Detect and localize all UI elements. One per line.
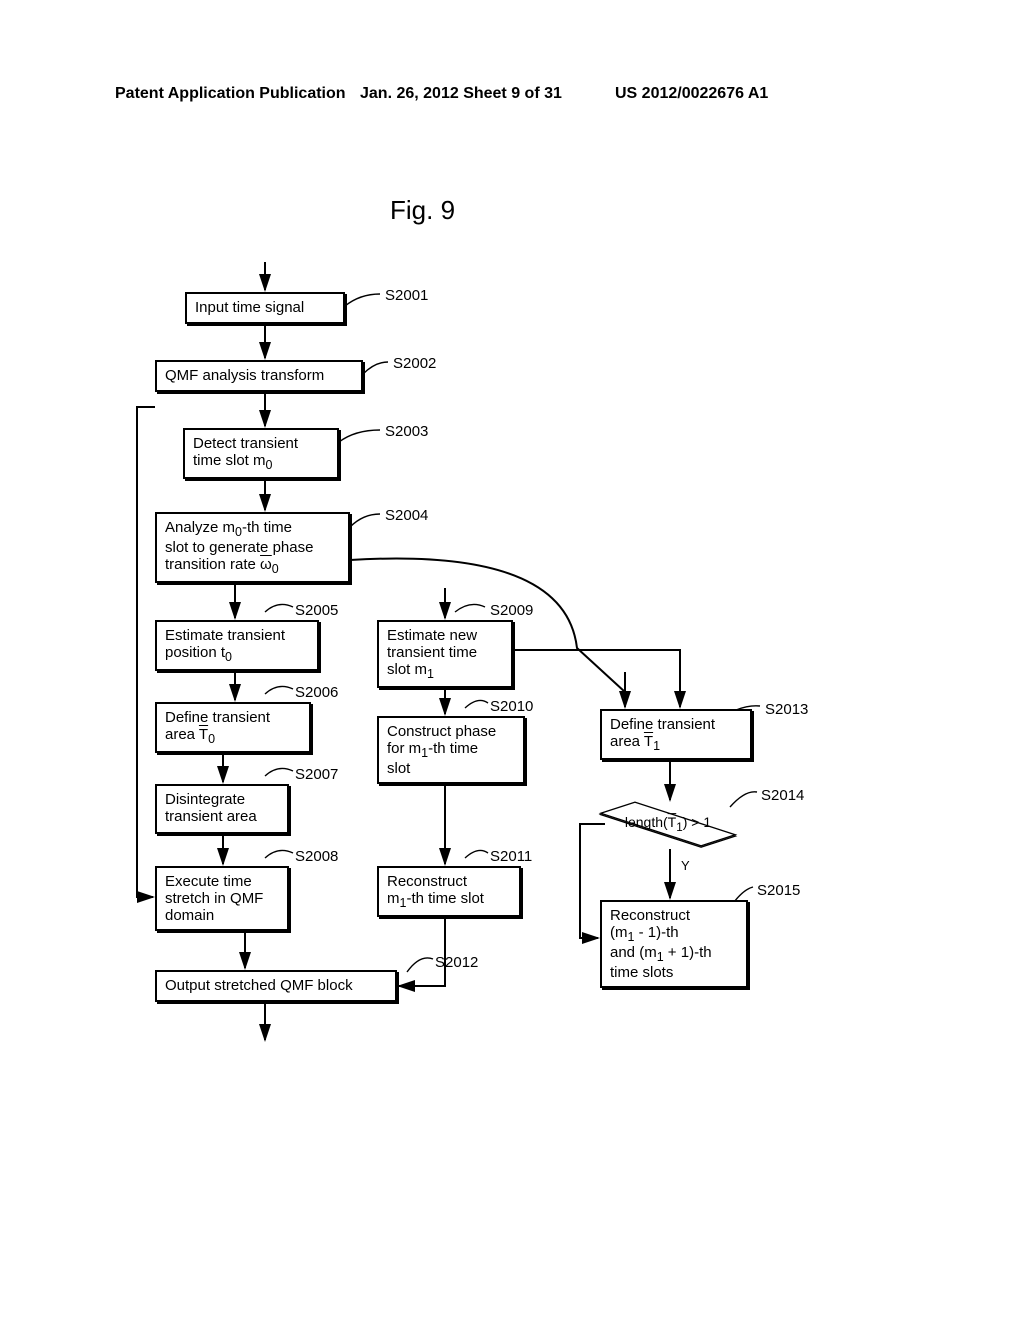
label-s2014: S2014 [761,787,804,804]
process-s2015: Reconstruct(m1 - 1)-thand (m1 + 1)-thtim… [600,900,748,988]
process-s2001: Input time signal [185,292,345,324]
process-s2010: Construct phasefor m1-th timeslot [377,716,525,784]
flowchart: Y Input time signalS2001QMF analysis [125,252,925,1152]
header-right: US 2012/0022676 A1 [615,85,768,103]
label-s2006: S2006 [295,684,338,701]
process-s2012: Output stretched QMF block [155,970,397,1002]
label-s2003: S2003 [385,423,428,440]
label-s2008: S2008 [295,848,338,865]
process-s2003: Detect transienttime slot m0 [183,428,339,479]
process-s2004: Analyze m0-th timeslot to generate phase… [155,512,350,583]
process-s2007: Disintegratetransient area [155,784,289,834]
process-s2013: Define transientarea T1 [600,709,752,760]
process-s2002: QMF analysis transform [155,360,363,392]
header-center: Jan. 26, 2012 Sheet 9 of 31 [360,85,562,103]
label-s2002: S2002 [393,355,436,372]
label-s2012: S2012 [435,954,478,971]
svg-text:Y: Y [681,858,690,873]
decision-s2014: length(T1) > 1 [603,802,733,846]
label-s2009: S2009 [490,602,533,619]
decision-text: length(T1) > 1 [625,814,711,834]
process-s2008: Execute timestretch in QMFdomain [155,866,289,931]
process-s2005: Estimate transientposition t0 [155,620,319,671]
label-s2005: S2005 [295,602,338,619]
label-s2015: S2015 [757,882,800,899]
process-s2006: Define transientarea T0 [155,702,311,753]
label-s2004: S2004 [385,507,428,524]
label-s2011: S2011 [490,848,532,865]
label-s2007: S2007 [295,766,338,783]
process-s2011: Reconstructm1-th time slot [377,866,521,917]
label-s2001: S2001 [385,287,428,304]
header-left: Patent Application Publication [115,85,346,103]
label-s2010: S2010 [490,698,533,715]
process-s2009: Estimate newtransient timeslot m1 [377,620,513,688]
label-s2013: S2013 [765,701,808,718]
figure-title: Fig. 9 [390,195,455,226]
